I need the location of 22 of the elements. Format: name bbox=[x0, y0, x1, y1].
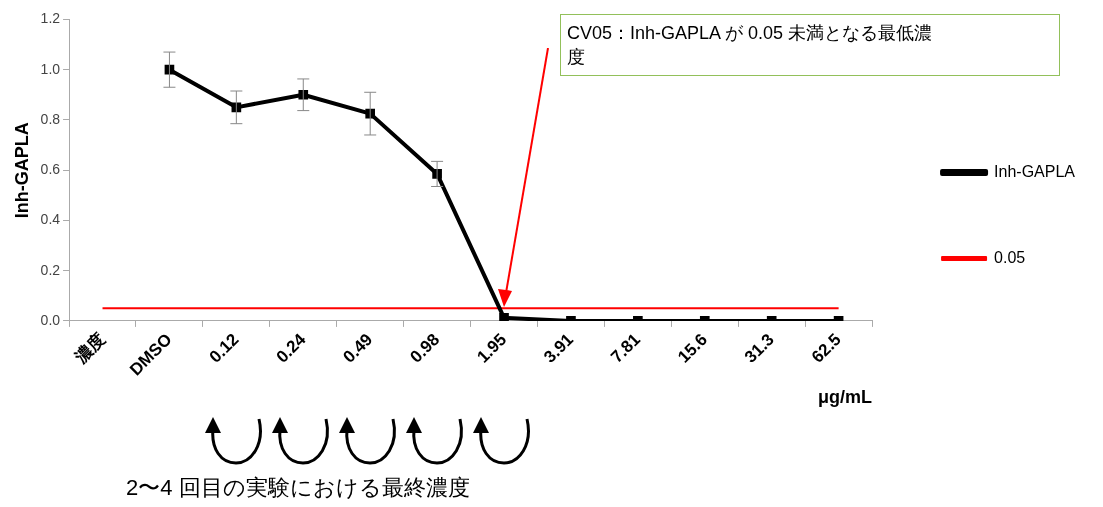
y-tick-label: 0.0 bbox=[40, 311, 61, 328]
y-tick-label: 0.6 bbox=[40, 161, 61, 178]
text: 2〜4 回目の実験における最終濃度 bbox=[126, 474, 470, 502]
y-axis-title: Inh-GAPLA bbox=[11, 122, 32, 219]
x-tick-label: 0.12 bbox=[205, 329, 243, 367]
y-tick-label: 1.0 bbox=[40, 60, 61, 77]
x-tick-label: 3.91 bbox=[540, 329, 578, 367]
annotation: CV05：Inh-GAPLA が 0.05 未満となる最低濃度 bbox=[567, 22, 934, 69]
x-axis-title: μg/mL bbox=[818, 387, 873, 408]
x-tick-label: 7.81 bbox=[607, 329, 644, 367]
y-tick-label: 0.4 bbox=[40, 211, 61, 228]
note-box: CV05：Inh-GAPLA が 0.05 未満となる最低濃度 bbox=[560, 14, 1060, 76]
legend-label: 0.05 bbox=[994, 248, 1026, 266]
y-tick-label: 0.8 bbox=[40, 110, 61, 127]
x-tick-label: 0.49 bbox=[339, 329, 377, 367]
y-tick-label: 0.2 bbox=[40, 261, 61, 278]
legend-label: Inh-GAPLA bbox=[994, 162, 1076, 180]
point bbox=[499, 313, 509, 321]
x-tick-label: 0.98 bbox=[406, 329, 444, 367]
y-tick-label: 1.2 bbox=[40, 10, 61, 27]
x-tick-label: 31.3 bbox=[741, 329, 778, 367]
x-tick-label: 濃度 bbox=[70, 329, 109, 369]
